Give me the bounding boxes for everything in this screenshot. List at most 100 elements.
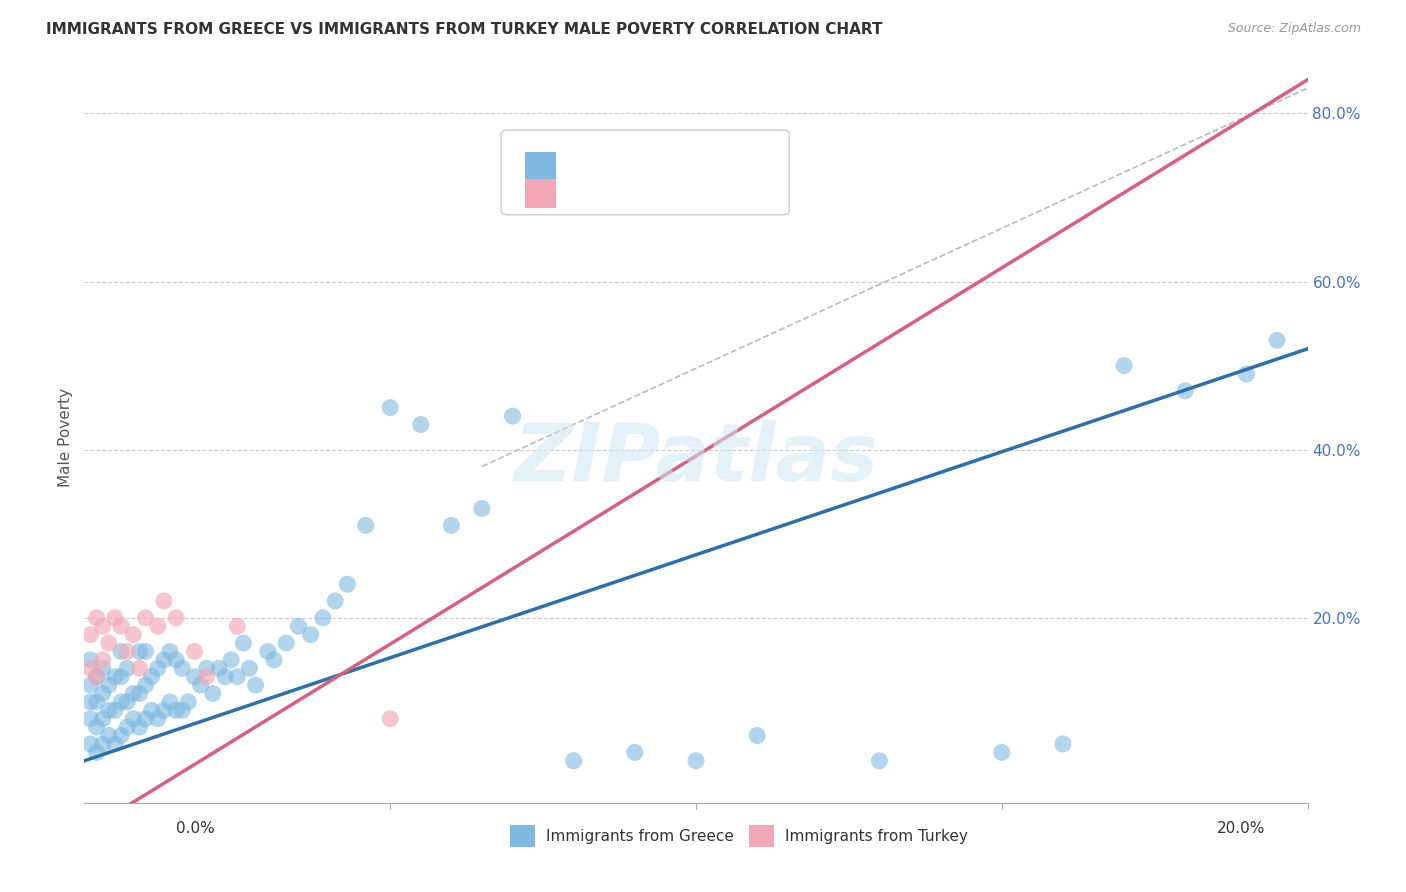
Point (1174, 384, 1197, 398)
Point (299, 627, 322, 641)
Point (276, 636, 298, 650)
Point (624, 745, 647, 759)
Point (214, 670, 236, 684)
Point (122, 712, 145, 726)
Point (128, 720, 150, 734)
Point (79, 661, 101, 675)
Point (135, 712, 157, 726)
Point (380, 712, 402, 726)
Point (115, 644, 138, 658)
Point (287, 619, 309, 633)
Point (115, 695, 138, 709)
Point (238, 661, 260, 675)
Point (79, 653, 101, 667)
Point (153, 653, 176, 667)
Point (86, 695, 108, 709)
Point (146, 712, 169, 726)
Point (869, 754, 891, 768)
Point (991, 745, 1014, 759)
Point (183, 644, 205, 658)
Point (471, 501, 494, 516)
Point (502, 409, 524, 423)
Point (245, 678, 267, 692)
Point (79, 678, 101, 692)
Text: N = 83: N = 83 (675, 157, 734, 176)
Point (128, 644, 150, 658)
Point (115, 720, 138, 734)
Point (128, 661, 150, 675)
Point (86, 745, 108, 759)
Text: Source: ZipAtlas.com: Source: ZipAtlas.com (1227, 22, 1361, 36)
Point (685, 754, 707, 768)
Point (79, 712, 101, 726)
Point (104, 737, 127, 751)
Point (91, 737, 114, 751)
Point (1236, 367, 1258, 381)
Point (110, 695, 132, 709)
Point (86, 611, 108, 625)
Point (86, 720, 108, 734)
Point (146, 661, 169, 675)
Text: 20.0%: 20.0% (1218, 821, 1265, 836)
Point (97, 636, 120, 650)
Text: N = 20: N = 20 (675, 185, 734, 202)
Point (104, 670, 127, 684)
Point (257, 644, 280, 658)
Point (380, 401, 402, 415)
Point (91, 712, 114, 726)
Point (165, 611, 187, 625)
Point (312, 611, 335, 625)
Point (165, 703, 187, 717)
Point (128, 686, 150, 700)
Point (110, 729, 132, 743)
Text: IMMIGRANTS FROM GREECE VS IMMIGRANTS FROM TURKEY MALE POVERTY CORRELATION CHART: IMMIGRANTS FROM GREECE VS IMMIGRANTS FRO… (46, 22, 883, 37)
Point (172, 703, 194, 717)
Point (97, 703, 120, 717)
Point (115, 661, 138, 675)
Point (195, 661, 218, 675)
Text: R = 0.639: R = 0.639 (569, 157, 654, 176)
Point (86, 670, 108, 684)
Point (226, 670, 249, 684)
Point (226, 619, 249, 633)
Point (97, 729, 120, 743)
Point (135, 611, 157, 625)
Point (104, 611, 127, 625)
Point (135, 644, 157, 658)
Point (91, 686, 114, 700)
Point (86, 670, 108, 684)
Point (190, 678, 212, 692)
Point (201, 686, 224, 700)
Point (91, 661, 114, 675)
Point (110, 619, 132, 633)
Point (1265, 334, 1288, 348)
Point (354, 518, 377, 533)
Point (177, 695, 200, 709)
Point (336, 577, 359, 591)
Point (747, 729, 769, 743)
Point (208, 661, 231, 675)
Point (91, 653, 114, 667)
Point (135, 678, 157, 692)
Point (97, 678, 120, 692)
Point (141, 670, 163, 684)
Y-axis label: Male Poverty: Male Poverty (58, 387, 73, 487)
Point (146, 619, 169, 633)
Text: Immigrants from Greece: Immigrants from Greece (546, 830, 734, 844)
Point (153, 594, 176, 608)
Point (122, 686, 145, 700)
Point (263, 653, 285, 667)
Text: 0.0%: 0.0% (176, 821, 215, 836)
Point (110, 644, 132, 658)
Point (219, 653, 242, 667)
Point (562, 754, 585, 768)
Point (79, 737, 101, 751)
Text: R = 0.597: R = 0.597 (569, 185, 654, 202)
Point (141, 703, 163, 717)
Point (183, 670, 205, 684)
Point (409, 417, 432, 432)
Point (440, 518, 463, 533)
Point (159, 644, 181, 658)
Point (1114, 359, 1136, 373)
Point (172, 661, 194, 675)
